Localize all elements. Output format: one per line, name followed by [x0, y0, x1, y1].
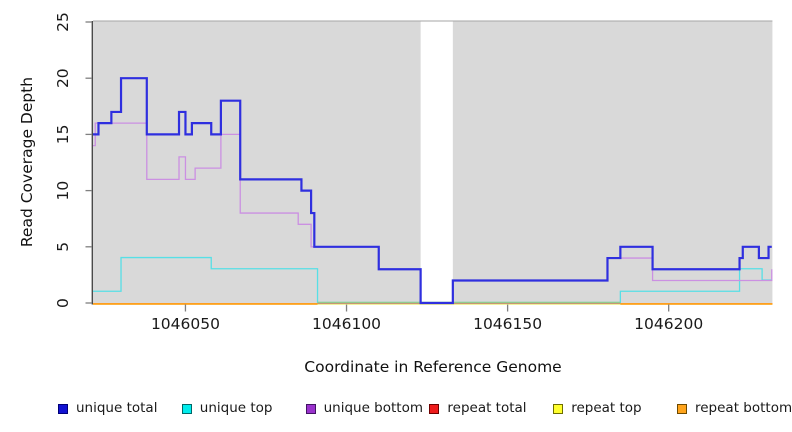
- legend-swatch-icon: [58, 404, 68, 414]
- y-tick-label: 0: [54, 298, 72, 308]
- series-unique-total: [93, 77, 772, 305]
- chart-legend: unique total unique top unique bottom repea…: [0, 398, 792, 428]
- legend-item-label: unique top: [199, 400, 273, 416]
- x-tick-label: 1046050: [151, 315, 220, 333]
- legend-item-label: repeat top: [571, 400, 642, 416]
- masked-region-band: [93, 21, 421, 305]
- legend-swatch-icon: [553, 404, 564, 414]
- y-tick-label: 25: [54, 12, 72, 32]
- y-tick-label: 15: [54, 125, 72, 145]
- legend-item-label: repeat bottom: [695, 400, 792, 416]
- legend-swatch-icon: [429, 404, 440, 414]
- y-axis-title: Read Coverage Depth: [18, 76, 36, 248]
- legend-swatch-icon: [305, 404, 316, 414]
- x-axis-title: Coordinate in Reference Genome: [304, 358, 562, 376]
- legend-item-label: unique bottom: [323, 400, 424, 416]
- legend-swatch-icon: [181, 404, 192, 414]
- y-tick-label: 20: [54, 68, 72, 88]
- x-tick-label: 1046100: [312, 315, 381, 333]
- x-tick-label: 1046150: [473, 315, 542, 333]
- x-tick-label: 1046200: [634, 315, 703, 333]
- legend-item-label: unique total: [76, 400, 158, 416]
- legend-item-label: repeat total: [447, 400, 527, 416]
- y-tick-label: 5: [54, 242, 72, 252]
- legend-swatch-icon: [677, 404, 687, 414]
- masked-region-band: [452, 21, 773, 305]
- y-tick-label: 10: [54, 181, 72, 201]
